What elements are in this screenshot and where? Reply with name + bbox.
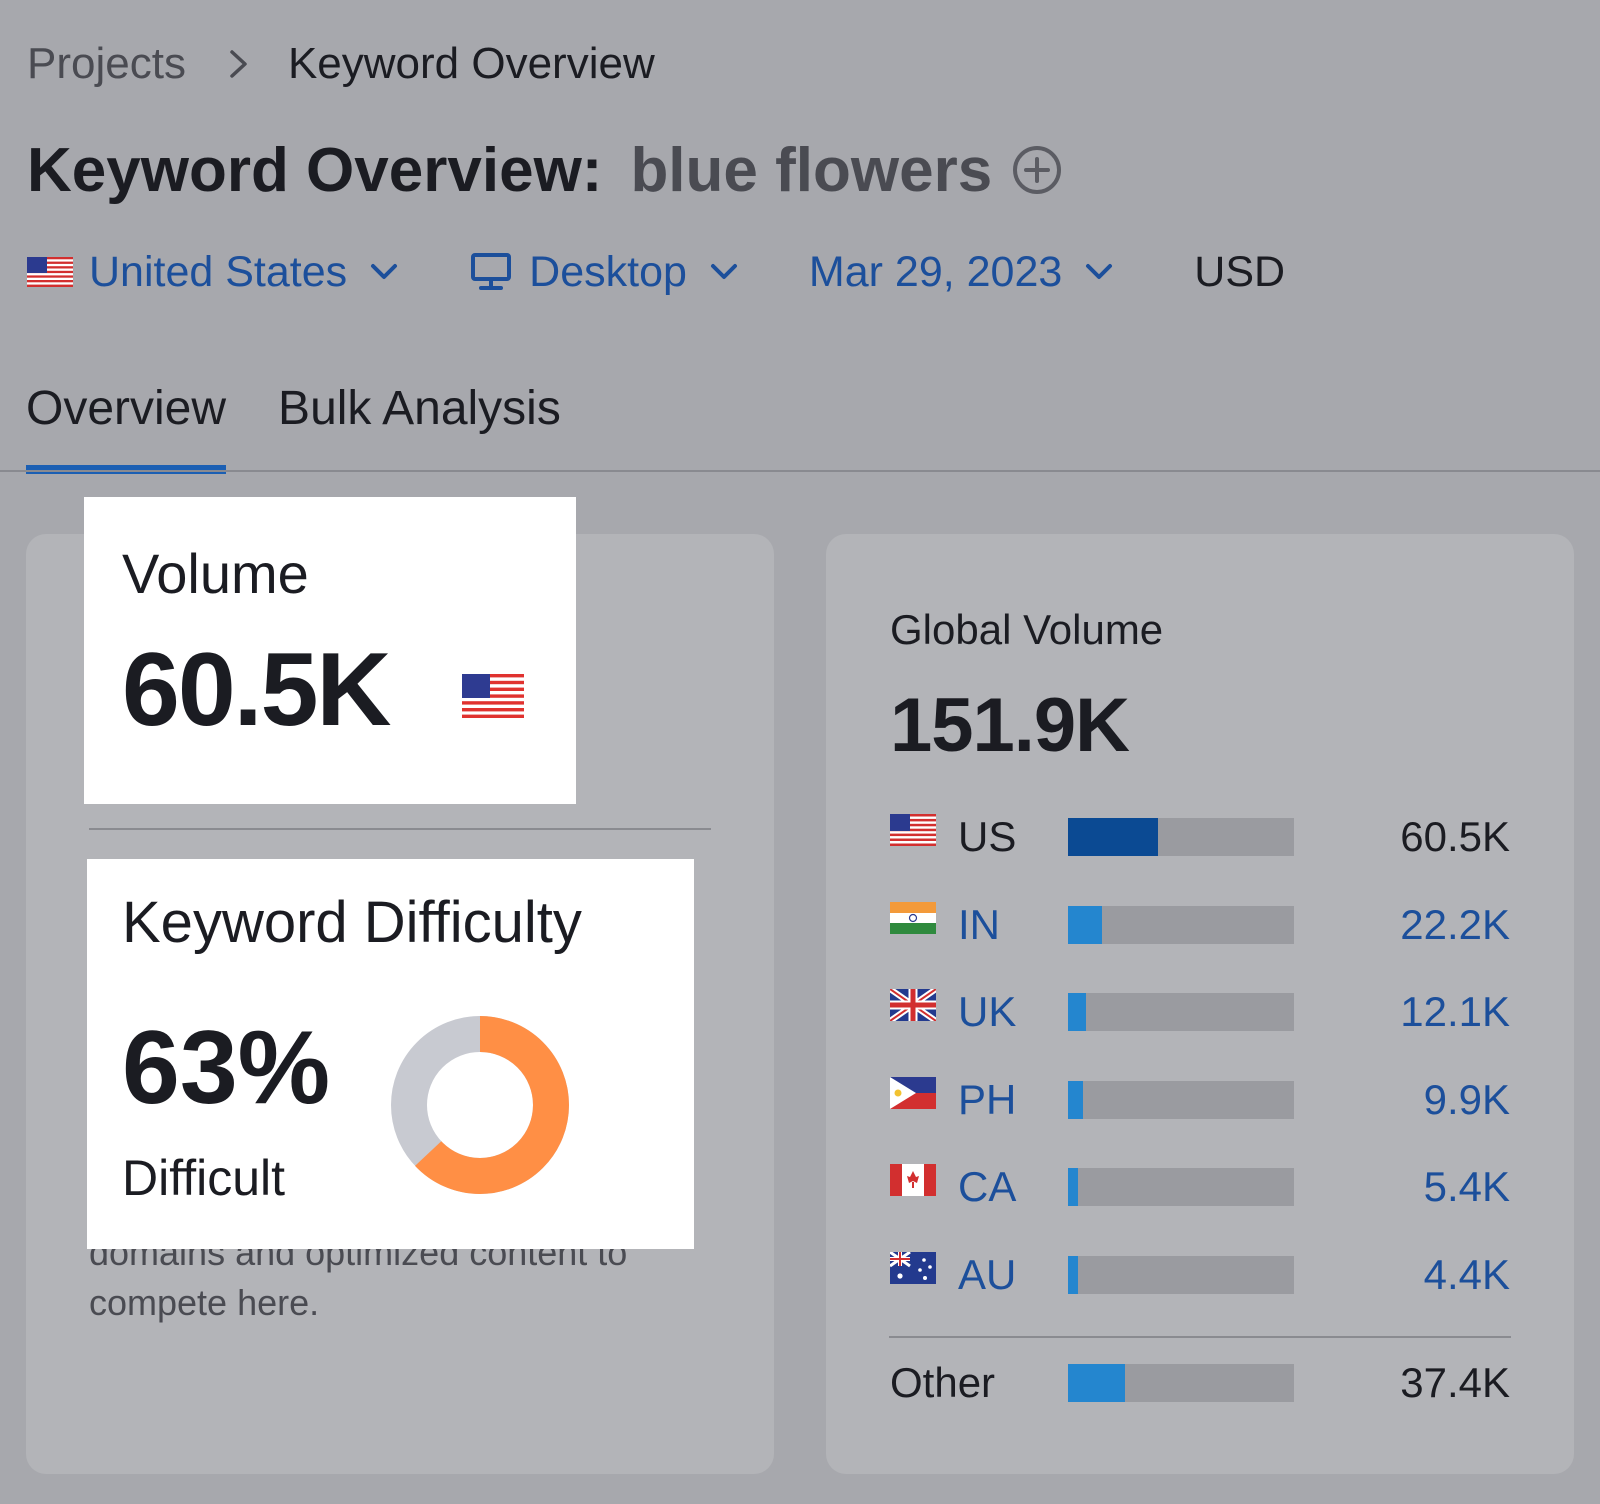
desktop-icon [469,250,513,294]
country-code: US [958,813,1017,860]
us-flag-icon [27,257,73,287]
date-selector[interactable]: Mar 29, 2023 [809,248,1114,297]
country-code[interactable]: CA [958,1163,1017,1210]
country-code[interactable]: UK [958,988,1017,1035]
other-volume: 37.4K [1400,1359,1510,1406]
volume-bar-track [1068,1364,1294,1402]
volume-bar-fill [1068,1364,1125,1402]
page-title: Keyword Overview: blue flowers [27,130,1064,210]
india-flag-icon [890,902,936,939]
country-label: United States [89,247,348,296]
us-flag-icon [890,814,936,851]
card-divider [89,828,711,830]
keyword-difficulty-panel: Keyword Difficulty 63% Difficult [87,859,694,1249]
chevron-right-icon [228,49,250,79]
country-code[interactable]: AU [958,1251,1017,1298]
tab-bulk-analysis[interactable]: Bulk Analysis [278,382,561,435]
us-flag-icon [462,674,524,723]
device-selector[interactable]: Desktop [469,248,739,297]
volume-bar-fill [1068,818,1159,856]
country-row-ph[interactable]: PH 9.9K [890,1071,1510,1127]
volume-bar-fill [1068,993,1087,1031]
breadcrumb: Projects Keyword Overview [27,36,655,92]
volume-bar-fill [1068,1256,1079,1294]
country-row-ca[interactable]: CA 5.4K [890,1158,1510,1214]
filters-bar: United States Desktop Mar 29, 2023 USD [27,238,1285,306]
chevron-down-icon [1084,262,1114,282]
page-title-keyword: blue flowers [630,135,993,205]
keyword-difficulty-label: Keyword Difficulty [122,890,582,955]
tab-overview[interactable]: Overview [26,380,227,474]
device-label: Desktop [529,247,687,296]
add-keyword-icon[interactable] [1010,143,1064,197]
donut-value-arc [391,1016,569,1194]
page-title-prefix: Keyword Overview: [27,135,603,205]
volume-bar-track [1068,906,1294,944]
global-volume-value: 151.9K [890,683,1130,768]
chevron-down-icon [369,262,399,282]
country-volume[interactable]: 12.1K [1400,988,1510,1035]
volume-bar-fill [1068,906,1102,944]
country-volume[interactable]: 9.9K [1423,1076,1510,1123]
volume-bar-track [1068,993,1294,1031]
country-volume: 60.5K [1400,813,1510,860]
philippines-flag-icon [890,1077,936,1114]
country-volume[interactable]: 22.2K [1400,901,1510,948]
keyword-difficulty-value: 63% [122,1010,331,1126]
volume-value: 60.5K [122,632,392,748]
country-volume[interactable]: 5.4K [1423,1163,1510,1210]
chevron-down-icon [709,262,739,282]
australia-flag-icon [889,1250,936,1289]
country-volume[interactable]: 4.4K [1423,1251,1510,1298]
volume-bar-track [1068,818,1294,856]
country-code[interactable]: IN [958,901,1000,948]
tabs: Overview Bulk Analysis [26,380,561,474]
country-row-uk[interactable]: UK 12.1K [888,983,1510,1039]
volume-bar-fill [1068,1081,1083,1119]
global-volume-divider [889,1336,1511,1338]
country-code[interactable]: PH [958,1076,1017,1123]
volume-bar-fill [1068,1168,1079,1206]
uk-flag-icon [888,986,938,1026]
volume-bar-track [1068,1256,1294,1294]
keyword-difficulty-level: Difficult [122,1150,286,1206]
canada-flag-icon [890,1164,936,1201]
breadcrumb-projects-link[interactable]: Projects [27,39,186,88]
country-selector[interactable]: United States [27,248,399,297]
country-row-us: US 60.5K [890,808,1510,864]
volume-bar-track [1068,1081,1294,1119]
currency-label: USD [1194,247,1286,296]
volume-panel: Volume 60.5K [84,497,576,804]
volume-bar-track [1068,1168,1294,1206]
date-label: Mar 29, 2023 [808,247,1063,296]
global-volume-label: Global Volume [890,606,1164,653]
volume-label: Volume [122,542,309,605]
tabs-divider [0,470,1600,472]
breadcrumb-current: Keyword Overview [287,39,655,88]
country-row-au[interactable]: AU 4.4K [889,1246,1510,1302]
keyword-difficulty-donut [390,1015,570,1200]
country-row-in[interactable]: IN 22.2K [890,896,1510,952]
other-label: Other [890,1359,996,1406]
country-row-other: Other 37.4K [890,1354,1510,1410]
